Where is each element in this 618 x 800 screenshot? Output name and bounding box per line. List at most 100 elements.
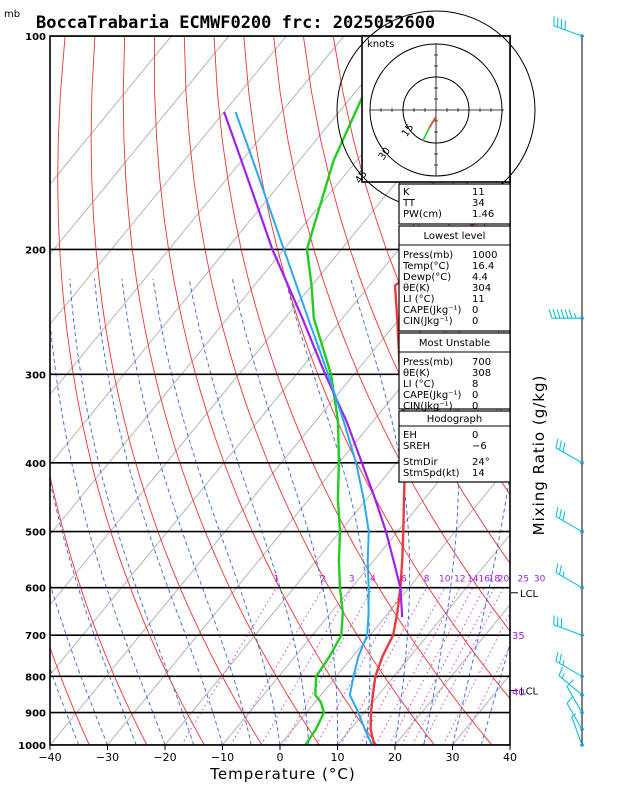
- index-lowest-value: 4.4: [472, 272, 488, 283]
- index-lowest-value: 304: [472, 283, 491, 294]
- moist-adiabat: [50, 316, 166, 745]
- index-unstable-value: 0: [472, 390, 478, 401]
- wind-barb-half-flag: [561, 673, 565, 679]
- index-unstable-value: 0: [472, 401, 478, 412]
- dry-adiabat: [90, 36, 263, 745]
- moist-adiabat: [480, 642, 510, 745]
- mixing-ratio-line: [260, 587, 353, 745]
- temperature-tick-label: −30: [96, 751, 119, 764]
- wind-barb-staff: [566, 686, 583, 713]
- indices-lowest-box: [398, 225, 511, 332]
- index-unstable-label: CIN(Jkg⁻¹): [403, 401, 453, 412]
- isotherm: [279, 463, 510, 745]
- index-lowest-label: CAPE(Jkg⁻¹): [403, 305, 461, 316]
- temperature-tick-label: −10: [211, 751, 234, 764]
- moist-adiabat: [452, 471, 510, 745]
- hodograph-units: knots: [367, 39, 394, 50]
- wind-barb-flag: [555, 507, 559, 517]
- dry-adiabat: [273, 36, 510, 632]
- pressure-tick-label: 400: [25, 459, 46, 470]
- mixing-ratio-tick-label: 16: [478, 575, 490, 585]
- index-general-value: 1.46: [472, 209, 494, 220]
- mixing-ratio-tick-label: 4: [370, 575, 376, 585]
- isotherm: [107, 253, 510, 745]
- lcl-label: LCL: [520, 687, 539, 698]
- dry-adiabat: [601, 36, 618, 745]
- index-unstable-label: CAPE(Jkg⁻¹): [403, 390, 461, 401]
- temperature-tick-label: −20: [153, 751, 176, 764]
- wind-barb-flag: [555, 563, 559, 573]
- mixing-ratio-tick-label: 3: [349, 575, 355, 585]
- isotherm: [222, 393, 510, 745]
- index-general-label: K: [403, 187, 410, 198]
- wind-barb-staff: [555, 516, 583, 533]
- mixing-ratio-tick-label: 30: [534, 575, 546, 585]
- mixing-ratio-line: [421, 587, 504, 745]
- wind-barb-flag: [556, 308, 561, 319]
- isotherm: [509, 744, 510, 745]
- dewpoint-trace: [304, 36, 391, 745]
- moist-adiabat: [423, 278, 460, 745]
- dry-adiabat: [50, 473, 148, 745]
- index-hodograph-value: 0: [472, 430, 478, 441]
- index-unstable-label: Press(mb): [403, 357, 453, 368]
- pressure-tick-label: 1000: [18, 741, 46, 752]
- mixing-ratio-tick-label: 10: [439, 575, 451, 585]
- dry-adiabat: [243, 36, 510, 700]
- wind-barb-column: [548, 16, 584, 747]
- wind-barb-staff: [553, 624, 583, 636]
- moist-adiabat: [284, 278, 371, 745]
- wind-barb-flag: [562, 442, 566, 452]
- index-general-label: TT: [402, 198, 416, 209]
- index-lowest-label: Press(mb): [403, 250, 453, 261]
- wind-barb-staff: [558, 675, 583, 696]
- wind-barb-staff: [555, 447, 583, 464]
- hodograph-trace-low: [428, 116, 437, 129]
- indices-general-box: [398, 183, 511, 225]
- isotherm: [394, 603, 510, 745]
- parcel-trace: [223, 111, 404, 618]
- temperature-tick-label: 20: [388, 751, 402, 764]
- mixing-ratio-tick-label: 8: [424, 575, 430, 585]
- virtual-temperature-trace: [234, 111, 373, 745]
- index-lowest-value: 0: [472, 316, 478, 327]
- mixing-ratio-line: [412, 587, 495, 745]
- mixing-ratio-label: Mixing Ratio (g/kg): [530, 375, 548, 536]
- mixing-ratio-tick-label: 12: [454, 575, 465, 585]
- dry-adiabat: [122, 36, 320, 745]
- isotherm: [50, 183, 510, 745]
- wind-barb-staff: [571, 716, 583, 746]
- mixing-ratio-tick-label: 18: [489, 575, 501, 585]
- lcl-label: LCL: [520, 589, 539, 600]
- wind-barb-half-flag: [562, 571, 565, 577]
- level-number-label: 35: [512, 631, 525, 642]
- wind-barb-flag: [558, 666, 564, 676]
- dry-adiabat: [302, 36, 510, 565]
- mixing-ratio-tick-label: 25: [518, 575, 529, 585]
- wind-barb-staff: [555, 572, 583, 589]
- mixing-ratio-tick-label: 2: [320, 575, 326, 585]
- wind-barb-flag: [558, 440, 562, 450]
- isotherm: [50, 36, 345, 396]
- mixing-ratio-tick-label: 14: [467, 575, 479, 585]
- pressure-tick-label: 200: [25, 245, 46, 256]
- hodograph-ring: [402, 76, 470, 144]
- index-unstable-value: 700: [472, 357, 491, 368]
- wind-barb-flag: [568, 308, 573, 319]
- indices-hodograph-box: [398, 410, 511, 483]
- index-general-label: PW(cm): [403, 209, 442, 220]
- index-lowest-label: CIN(Jkg⁻¹): [403, 316, 453, 327]
- hodograph-title: Hodograph: [427, 414, 482, 425]
- pressure-unit: mb: [4, 9, 20, 20]
- index-hodograph-label: EH: [403, 430, 417, 441]
- moist-adiabat: [231, 278, 339, 745]
- dry-adiabat: [183, 36, 435, 745]
- moist-adiabat: [50, 581, 108, 745]
- moist-adiabat: [188, 278, 310, 745]
- index-general-value: 34: [472, 198, 485, 209]
- wind-barb-half-flag: [562, 660, 565, 666]
- index-hodograph-value: 14: [472, 468, 485, 479]
- dry-adiabat: [154, 36, 378, 745]
